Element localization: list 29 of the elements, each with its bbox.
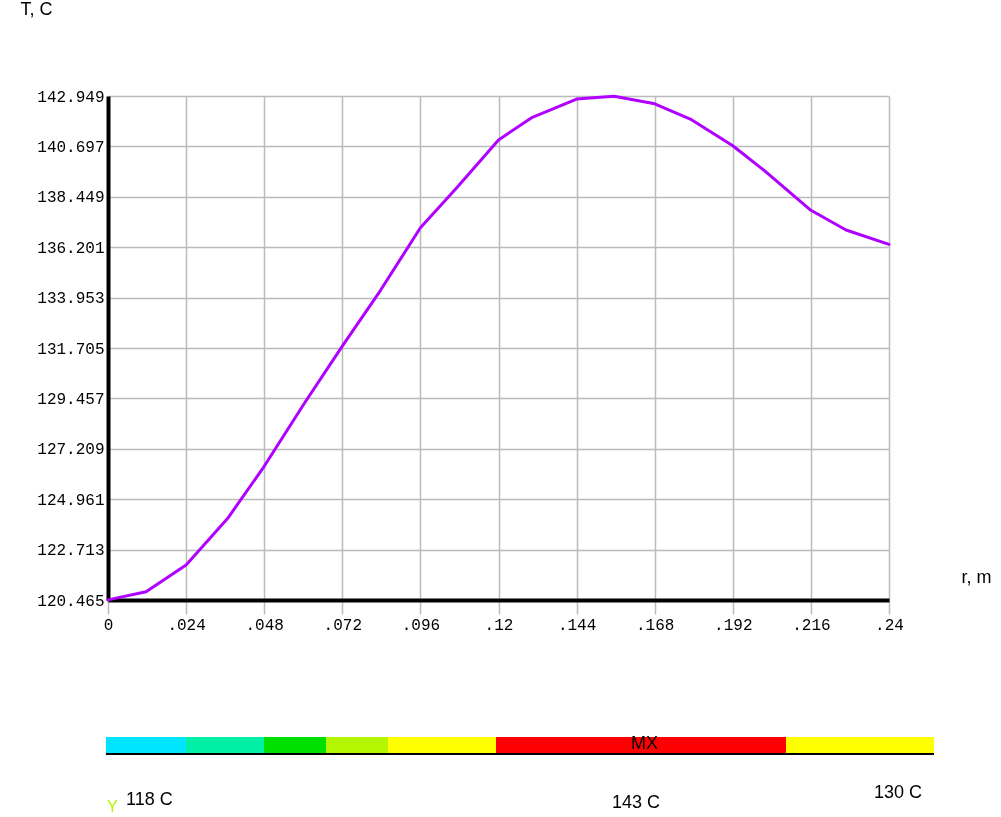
y-tick-label: 124.961 — [37, 491, 105, 510]
y-tick-label: 142.949 — [37, 88, 105, 107]
x-tick-label: .24 — [875, 616, 904, 635]
y-tick-label: 131.705 — [37, 340, 105, 359]
y-tick-label: 127.209 — [37, 441, 105, 460]
text: 143 C — [612, 792, 661, 813]
x-tick-label: .192 — [714, 616, 753, 635]
x-tick-label: 0 — [103, 616, 114, 635]
x-tick-label: .12 — [484, 616, 514, 635]
y-tick-label: 138.449 — [37, 189, 105, 208]
y-tick-label: 136.201 — [37, 239, 105, 258]
y-tick-label: 120.465 — [37, 592, 105, 611]
x-tick-label: .168 — [636, 616, 675, 635]
x-tick-label: .072 — [323, 616, 362, 635]
y-axis-title: T, C — [20, 0, 53, 19]
y-tick-label: 133.953 — [37, 290, 105, 309]
x-axis-title: r, m — [961, 566, 992, 587]
y-tick-label: 122.713 — [37, 542, 105, 561]
x-tick-label: .048 — [245, 616, 284, 635]
x-tick-label: .024 — [167, 616, 206, 635]
x-tick-label: .096 — [401, 616, 441, 635]
x-tick-label: .216 — [792, 616, 831, 635]
y-tick-label: 140.697 — [37, 138, 105, 157]
y-tick-label: 129.457 — [37, 390, 105, 409]
text: Y — [107, 798, 118, 816]
x-tick-label: .144 — [557, 616, 597, 635]
text: MX — [631, 733, 658, 754]
text: 130 C — [874, 782, 923, 803]
text: 118 C — [126, 789, 173, 810]
